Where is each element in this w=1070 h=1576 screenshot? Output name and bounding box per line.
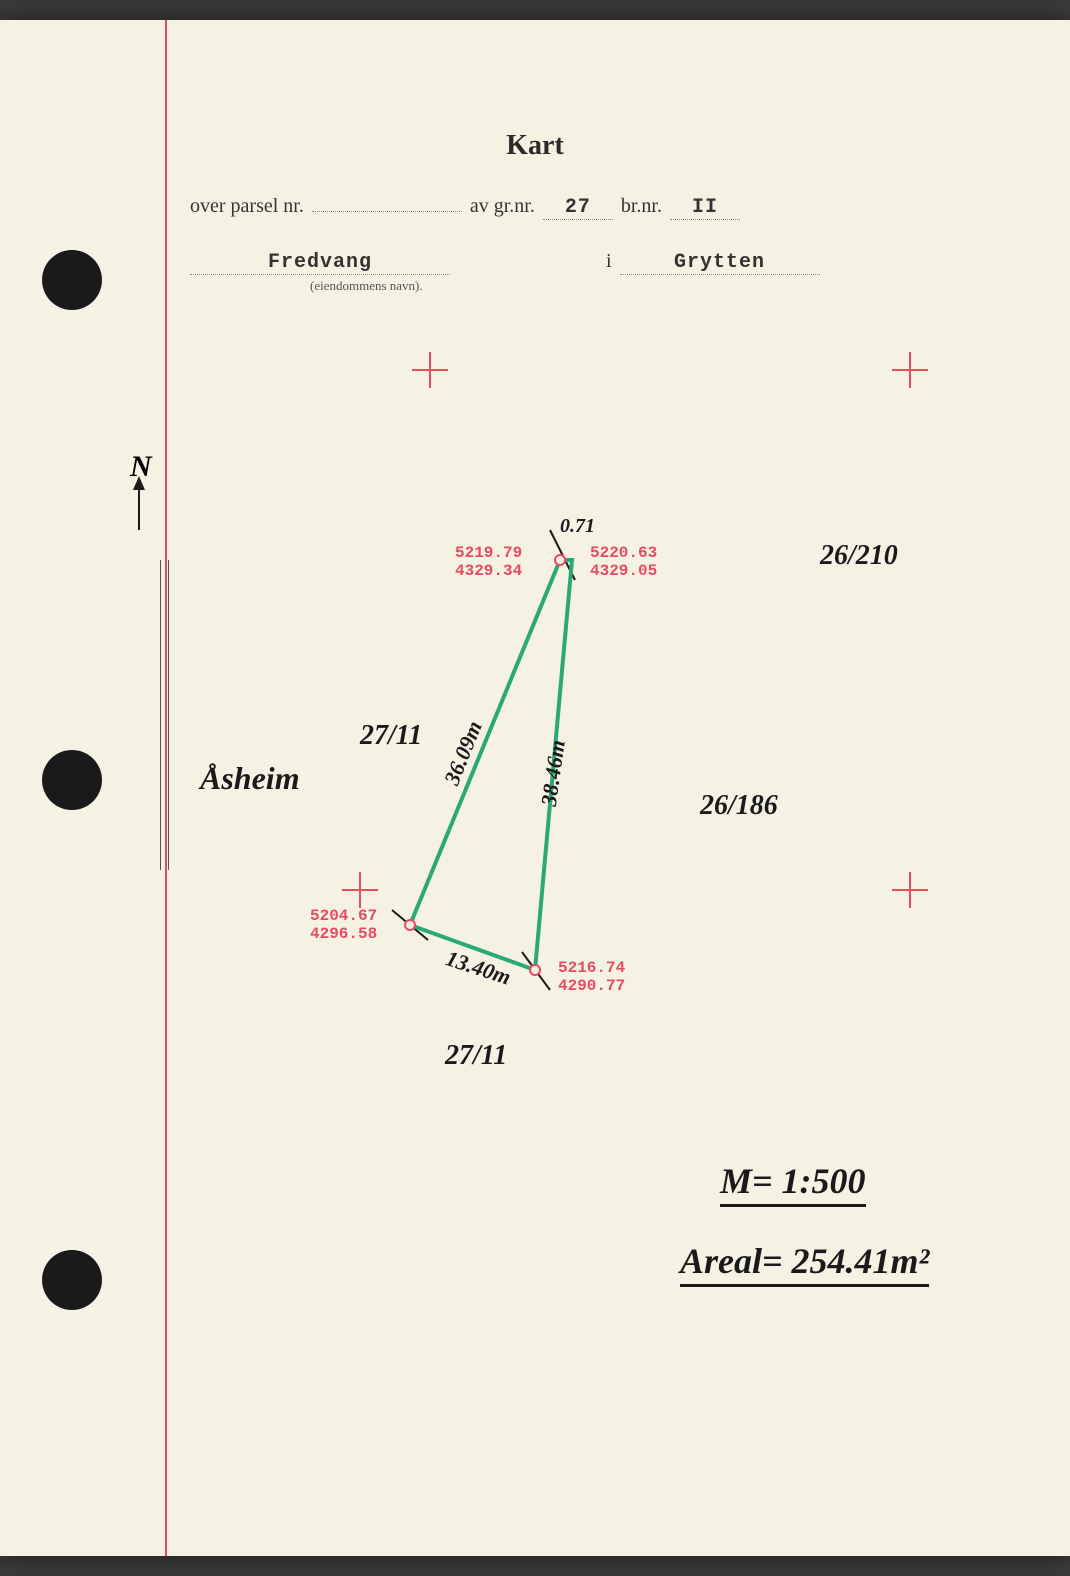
vertex-coord: 5220.634329.05 bbox=[590, 545, 657, 580]
vertex-coord: 5216.744290.77 bbox=[558, 960, 625, 995]
parcel-label: 27/11 bbox=[445, 1040, 507, 1072]
vertex-coord: 5219.794329.34 bbox=[455, 545, 522, 580]
document-page: Kart over parsel nr. av gr.nr. 27 br.nr.… bbox=[0, 20, 1070, 1556]
top-offset-label: 0.71 bbox=[560, 515, 595, 538]
scale-label: M= 1:500 bbox=[720, 1160, 866, 1207]
parcel-label: 26/186 bbox=[700, 790, 778, 822]
place-name: Åsheim bbox=[200, 760, 300, 797]
vertex-coord: 5204.674296.58 bbox=[310, 908, 377, 943]
parcel-label: 27/11 bbox=[360, 720, 422, 752]
area-label: Areal= 254.41m² bbox=[680, 1240, 929, 1287]
parcel-label: 26/210 bbox=[820, 540, 898, 572]
survey-diagram bbox=[0, 20, 1070, 1556]
